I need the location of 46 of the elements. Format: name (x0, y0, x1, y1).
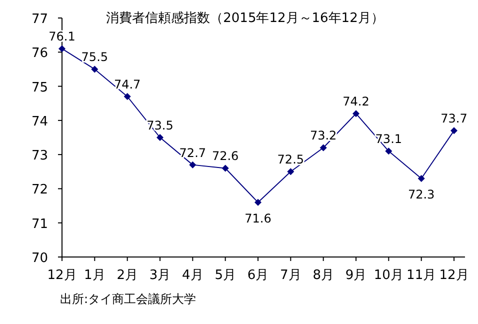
x-tick-label: 5月 (214, 268, 236, 283)
point (156, 134, 164, 141)
x-tick-label: 8月 (312, 268, 334, 283)
x-tick-label: 9月 (345, 268, 367, 283)
point (320, 144, 327, 152)
data-label: 74.2 (342, 94, 370, 109)
x-tick-label: 2月 (116, 268, 138, 283)
y-tick-label: 73 (31, 148, 48, 164)
y-tick-label: 71 (31, 216, 48, 232)
point (58, 45, 66, 52)
x-tick-label: 3月 (149, 268, 171, 283)
x-tick-label: 10月 (374, 268, 404, 283)
data-label: 74.7 (114, 78, 141, 92)
data-label: 72.7 (179, 146, 206, 160)
data-label: 72.3 (408, 187, 435, 202)
y-tick-label: 74 (31, 114, 48, 130)
point (91, 66, 98, 73)
y-tick-label: 76 (31, 46, 48, 62)
point (254, 198, 262, 206)
y-tick-label: 70 (31, 251, 48, 266)
y-tick-label: 72 (31, 182, 48, 198)
x-tick-label: 1月 (84, 268, 106, 283)
x-tick-label: 4月 (182, 268, 204, 283)
chart-title: 消費者信頼感指数（2015年12月～16年12月） (106, 11, 384, 26)
data-label: 73.2 (310, 128, 337, 143)
text: 出所:タイ商工会議所大学 (60, 292, 196, 306)
data-label: 73.7 (440, 112, 468, 126)
point (222, 164, 229, 172)
x-tick-label: 6月 (247, 268, 269, 283)
point (450, 127, 458, 134)
x-tick-label: 12月 (439, 268, 469, 283)
x-tick-label: 7月 (280, 268, 302, 283)
point (189, 161, 196, 168)
point (418, 174, 425, 182)
y-tick-label: 77 (31, 12, 48, 27)
point (352, 110, 360, 118)
data-label: 72.6 (212, 149, 239, 164)
x-tick-label: 11月 (406, 268, 436, 283)
x-tick-label: 12月 (47, 268, 77, 283)
data-label: 72.5 (277, 152, 304, 167)
point (124, 93, 131, 100)
data-label: 71.6 (244, 211, 272, 226)
point (385, 148, 392, 155)
point (287, 168, 294, 176)
data-label: 75.5 (81, 50, 108, 64)
y-tick-label: 75 (31, 80, 48, 96)
